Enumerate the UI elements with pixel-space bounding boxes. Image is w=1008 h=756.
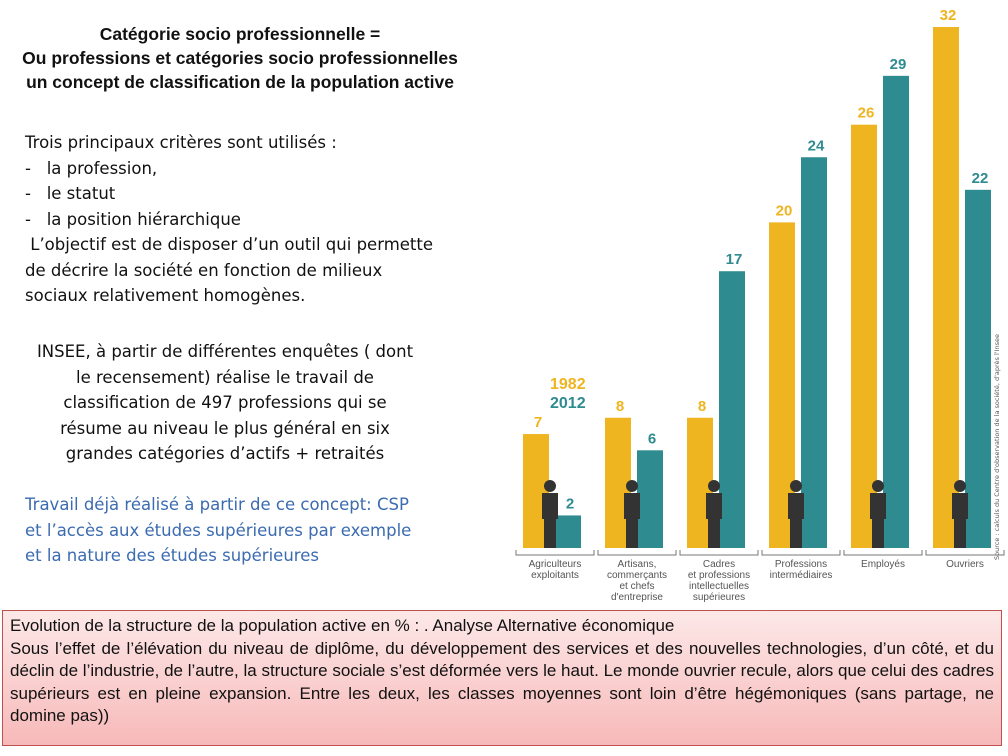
data-label-1982-3: 20: [776, 202, 793, 219]
data-label-2012-3: 24: [808, 137, 825, 154]
insee-line: grandes catégories d’actifs + retraités: [65, 444, 385, 463]
criteria-line: de décrire la société en fonction de mil…: [25, 260, 383, 280]
category-label-5: Ouvriers: [946, 559, 984, 570]
travail-line: et la nature des études supérieures: [25, 546, 319, 565]
worker-figure-icon: [952, 480, 968, 548]
page-title: Catégorie socio professionnelle = Ou pro…: [10, 22, 470, 94]
travail-line: Travail déjà réalisé à partir de ce conc…: [25, 495, 409, 514]
data-label-2012-0: 2: [566, 495, 574, 512]
category-bracket-2: [679, 550, 759, 556]
travail-line: et l’accès aux études supérieures par ex…: [25, 520, 412, 540]
chart-source-note: Source : calculs du Centre d'observation…: [993, 334, 1001, 560]
category-bracket-3: [761, 550, 841, 556]
population-bar-chart: 1982 2012 7 2 Agriculteurs exploitants 8 6 Artis…: [515, 7, 1005, 603]
bar-1982-5: [933, 27, 959, 548]
data-label-2012-4: 29: [890, 56, 907, 73]
criteria-line: Trois principaux critères sont utilisés …: [25, 133, 337, 152]
worker-figure-icon: [624, 480, 640, 548]
data-label-1982-2: 8: [698, 398, 706, 415]
data-label-2012-2: 17: [726, 251, 743, 268]
data-label-1982-4: 26: [858, 105, 875, 122]
data-label-2012-1: 6: [648, 430, 656, 447]
category-label-4: Employés: [861, 559, 905, 570]
category-bracket-0: [515, 550, 595, 556]
bar-2012-3: [801, 157, 827, 548]
legend-1982: 1982: [550, 376, 586, 393]
worker-figure-icon: [542, 480, 558, 548]
criteria-line: L’objectif est de disposer d’un outil qu…: [25, 235, 434, 254]
insee-line: le recensement) réalise le travail de: [76, 367, 374, 387]
worker-figure-icon: [788, 480, 804, 548]
category-label-2: Cadres et professions intellectuelles supér…: [688, 559, 750, 603]
insee-line: résume au niveau le plus général en six: [60, 418, 390, 438]
category-label-3: Professions intermédiaires: [770, 559, 833, 581]
category-label-1: Artisans, commerçants et chefs d'entreprise: [607, 559, 667, 603]
title-line: Catégorie socio professionnelle =: [99, 24, 381, 44]
bar-2012-1: [637, 450, 663, 548]
insee-block: INSEE, à partir de différentes enquêtes …: [25, 339, 425, 467]
data-label-1982-5: 32: [940, 7, 957, 24]
insee-line: classification de 497 professions qui se: [63, 393, 387, 412]
criteria-line: - la position hiérarchique: [25, 209, 241, 229]
bar-2012-4: [883, 75, 909, 548]
category-label-0: Agriculteurs exploitants: [529, 559, 582, 581]
category-bracket-4: [843, 550, 923, 556]
legend-2012: 2012: [550, 395, 586, 412]
data-label-2012-5: 22: [972, 170, 989, 187]
bar-2012-2: [719, 271, 745, 548]
category-bracket-1: [597, 550, 677, 556]
category-bracket-5: [925, 550, 1005, 556]
analysis-body: Sous l’effet de l’élévation du niveau de…: [10, 638, 994, 726]
analysis-box: Evolution de la structure de la populati…: [2, 610, 1002, 746]
criteria-block: Trois principaux critères sont utilisés …: [25, 130, 465, 309]
worker-figure-icon: [870, 480, 886, 548]
title-line: un concept de classification de la popul…: [26, 72, 454, 92]
bar-1982-4: [851, 124, 877, 548]
criteria-line: sociaux relativement homogènes.: [25, 286, 306, 305]
worker-figure-icon: [706, 480, 722, 548]
data-label-1982-1: 8: [616, 398, 624, 415]
criteria-line: - la profession,: [25, 158, 158, 178]
bar-2012-0: [555, 515, 581, 548]
travail-block: Travail déjà réalisé à partir de ce conc…: [25, 492, 465, 569]
analysis-heading: Evolution de la structure de la populati…: [10, 616, 675, 635]
title-line: Ou professions et catégories socio profe…: [22, 48, 458, 68]
data-label-1982-0: 7: [534, 414, 542, 431]
insee-line: INSEE, à partir de différentes enquêtes …: [36, 342, 414, 361]
bar-2012-5: [965, 189, 991, 548]
criteria-line: - le statut: [25, 184, 116, 203]
